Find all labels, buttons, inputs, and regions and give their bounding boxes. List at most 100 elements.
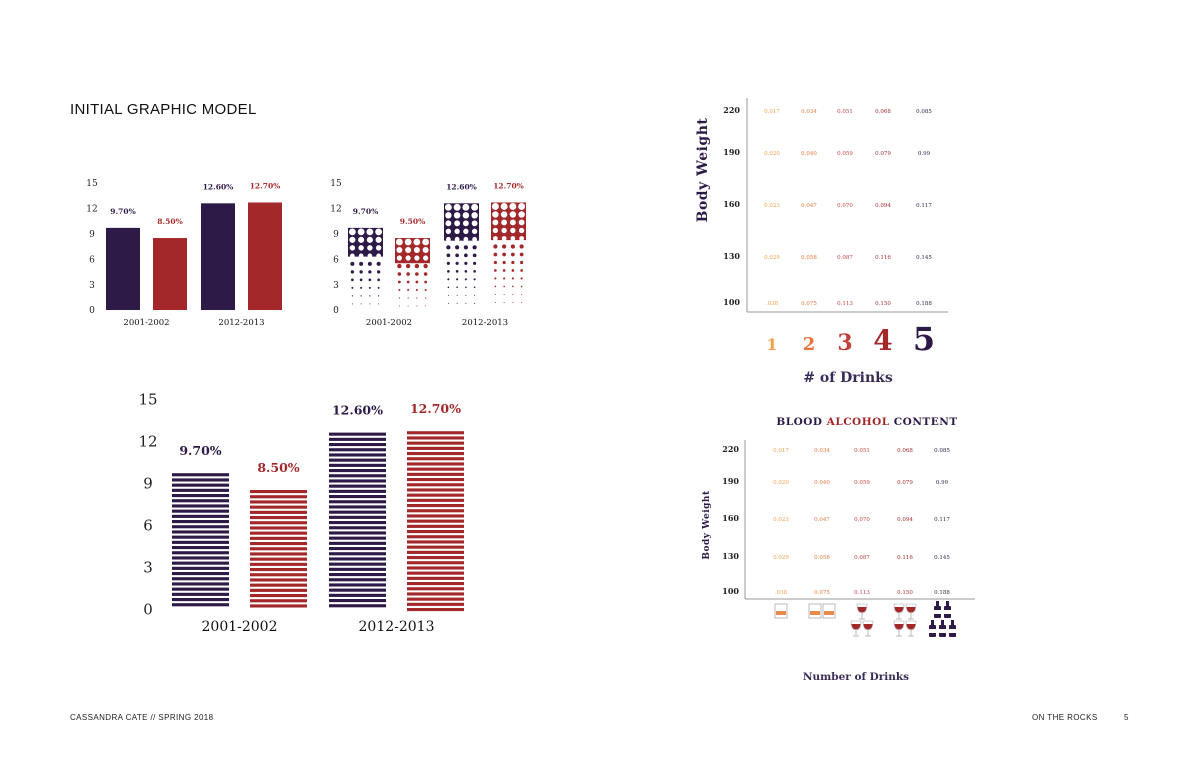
bar-dot — [413, 247, 420, 254]
bar-dot — [425, 297, 427, 299]
bar — [407, 431, 464, 612]
bar-dot — [407, 297, 409, 299]
bar-dot — [520, 269, 523, 272]
bar — [201, 203, 235, 310]
y-tick-label: 3 — [333, 281, 339, 291]
bar-dot — [521, 301, 523, 303]
bar-dot — [492, 211, 499, 218]
bar-dot — [512, 285, 514, 288]
bar-stripe — [407, 571, 464, 575]
x-category-label: 2001-2002 — [202, 619, 278, 635]
bar-stripe — [329, 521, 386, 525]
bar-dot — [503, 285, 505, 288]
bar-dot — [464, 261, 468, 265]
bar-stripe — [407, 467, 464, 471]
bar-dot — [503, 301, 505, 303]
y-tick-label: 15 — [330, 179, 342, 189]
table-cell: 0.079 — [897, 480, 913, 486]
bar-dot — [519, 236, 525, 241]
bar-dot — [423, 255, 429, 261]
bar-stripe — [172, 499, 229, 503]
bar-stripe — [172, 556, 229, 560]
bar-dot — [511, 269, 515, 272]
bar-dot — [473, 270, 476, 273]
table-cell: 0.020 — [764, 151, 780, 157]
bar-stripe — [172, 494, 229, 498]
bar-dot — [473, 261, 477, 265]
bar-stripe — [172, 546, 229, 550]
bar-stripe — [172, 535, 229, 539]
bar-dot — [358, 236, 365, 243]
bar-dot — [398, 297, 400, 299]
bar-stripe — [172, 577, 229, 581]
bar-dot — [454, 236, 460, 242]
bar-dot — [471, 228, 478, 234]
table-cell: 0.040 — [801, 151, 817, 157]
bar-dot — [473, 286, 476, 289]
bar-dot — [494, 301, 496, 303]
bar-stripe — [407, 519, 464, 523]
bar-dot — [454, 220, 461, 227]
bar-stripe — [172, 478, 229, 482]
bar-dot — [351, 286, 354, 289]
bar-dot — [502, 269, 506, 272]
bar-dot — [445, 228, 452, 234]
bar-dot — [447, 278, 450, 281]
bar-dot — [462, 203, 470, 211]
bar-dot — [416, 305, 418, 307]
bar-stripe — [407, 514, 464, 518]
bar-stripe — [407, 561, 464, 565]
bar-dot — [500, 203, 508, 210]
data-label: 9.70% — [353, 207, 378, 216]
bar-dot — [518, 211, 525, 218]
bar-stripe — [172, 587, 229, 591]
bar-dot — [398, 305, 400, 307]
table-cell: .038 — [775, 590, 788, 596]
table-cell: 0.068 — [897, 448, 913, 454]
bar-dot — [349, 245, 356, 251]
bar-stripe — [250, 604, 307, 608]
bar-dot — [447, 286, 450, 289]
table-cell: 0.029 — [773, 555, 789, 561]
bar-dot — [503, 277, 506, 280]
bar-dot — [348, 228, 356, 236]
column-label: 1 — [766, 335, 777, 354]
bar-dot — [378, 303, 380, 305]
bar-stripe — [172, 598, 229, 602]
bar-dot — [396, 247, 403, 254]
bar-dot — [375, 228, 383, 236]
row-label: 220 — [722, 444, 739, 454]
data-label: 9.70% — [110, 207, 135, 216]
bar-dot — [464, 253, 468, 258]
x-category-label: 2012-2013 — [462, 318, 508, 328]
bar — [106, 227, 140, 310]
bar-dot — [511, 277, 514, 280]
bar-dot — [415, 280, 419, 284]
table-cell: 0.020 — [773, 480, 789, 486]
bar-dot — [425, 305, 427, 307]
bar — [348, 227, 383, 305]
bar-dot — [445, 220, 452, 227]
bar-stripe — [329, 547, 386, 551]
bar-dot — [360, 303, 362, 305]
bar-dot — [375, 236, 382, 243]
bar — [250, 490, 307, 608]
bar-stripe — [329, 453, 386, 457]
bar-stripe — [407, 602, 464, 606]
bar-dot — [463, 236, 469, 242]
bar-dot — [414, 263, 420, 269]
bar-dot — [494, 277, 497, 280]
table-cell: 0.085 — [934, 448, 950, 454]
bar-stripe — [329, 583, 386, 587]
table-cell: 0.047 — [814, 517, 830, 523]
row-label: 100 — [722, 586, 739, 596]
bar-stripe — [329, 526, 386, 530]
table-cell: 0.023 — [764, 203, 780, 209]
bar-dot — [464, 278, 467, 281]
row-label: 220 — [723, 105, 740, 115]
data-label: 12.70% — [493, 181, 524, 190]
bar-dot — [473, 278, 476, 281]
bar-dot — [395, 238, 403, 246]
beer-bottle-icon — [939, 620, 946, 637]
table-cell: 0.047 — [801, 203, 817, 209]
